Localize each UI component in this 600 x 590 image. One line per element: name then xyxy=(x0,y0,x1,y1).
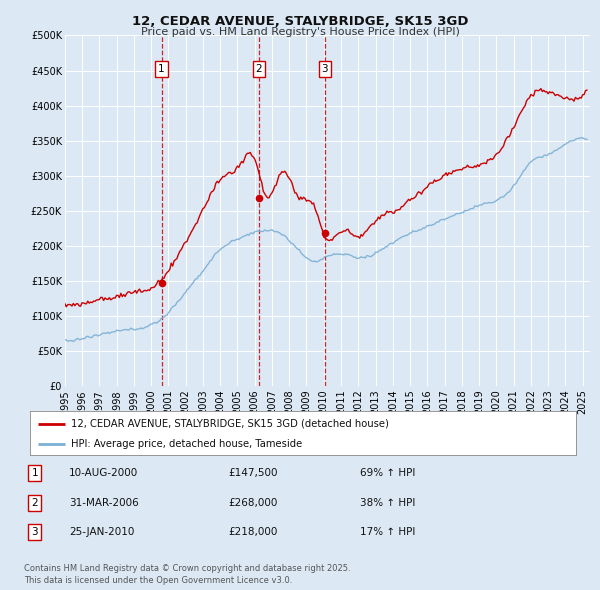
Text: 10-AUG-2000: 10-AUG-2000 xyxy=(69,468,138,478)
Text: 1: 1 xyxy=(158,64,165,74)
Text: 2: 2 xyxy=(256,64,262,74)
Text: 12, CEDAR AVENUE, STALYBRIDGE, SK15 3GD (detached house): 12, CEDAR AVENUE, STALYBRIDGE, SK15 3GD … xyxy=(71,419,389,428)
Text: Contains HM Land Registry data © Crown copyright and database right 2025.
This d: Contains HM Land Registry data © Crown c… xyxy=(24,565,350,585)
Text: 3: 3 xyxy=(322,64,328,74)
Text: £147,500: £147,500 xyxy=(228,468,277,478)
Text: 3: 3 xyxy=(31,527,38,537)
Text: £218,000: £218,000 xyxy=(228,527,277,537)
Text: 2: 2 xyxy=(31,498,38,507)
Text: 17% ↑ HPI: 17% ↑ HPI xyxy=(360,527,415,537)
Text: Price paid vs. HM Land Registry's House Price Index (HPI): Price paid vs. HM Land Registry's House … xyxy=(140,27,460,37)
Text: £268,000: £268,000 xyxy=(228,498,277,507)
Text: 25-JAN-2010: 25-JAN-2010 xyxy=(69,527,134,537)
Text: 12, CEDAR AVENUE, STALYBRIDGE, SK15 3GD: 12, CEDAR AVENUE, STALYBRIDGE, SK15 3GD xyxy=(132,15,468,28)
Text: 69% ↑ HPI: 69% ↑ HPI xyxy=(360,468,415,478)
Text: HPI: Average price, detached house, Tameside: HPI: Average price, detached house, Tame… xyxy=(71,440,302,450)
Text: 38% ↑ HPI: 38% ↑ HPI xyxy=(360,498,415,507)
Text: 31-MAR-2006: 31-MAR-2006 xyxy=(69,498,139,507)
Text: 1: 1 xyxy=(31,468,38,478)
